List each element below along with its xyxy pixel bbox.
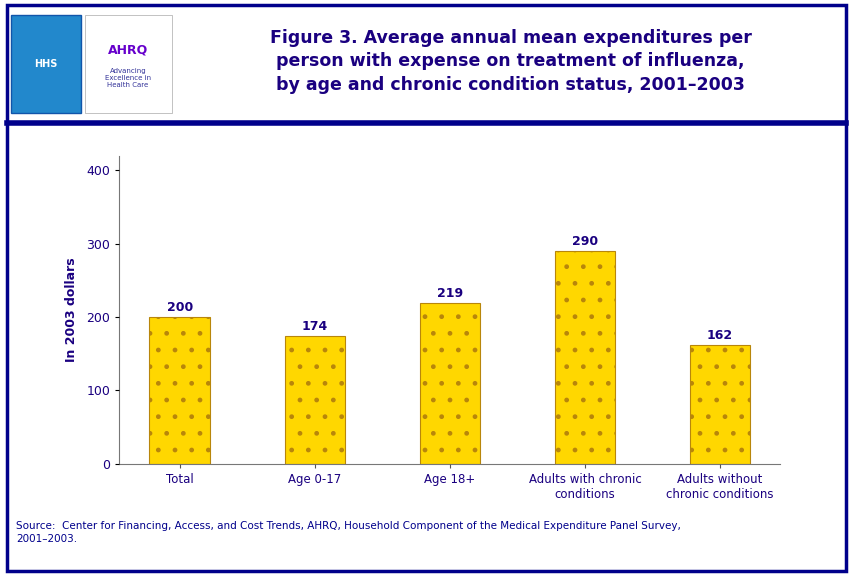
Y-axis label: In 2003 dollars: In 2003 dollars	[65, 257, 78, 362]
Text: 162: 162	[706, 329, 732, 342]
Text: 200: 200	[166, 301, 193, 314]
Text: AHRQ: AHRQ	[108, 43, 148, 56]
Bar	[149, 317, 210, 464]
Bar	[285, 336, 345, 464]
Text: Source:  Center for Financing, Access, and Cost Trends, AHRQ, Household Componen: Source: Center for Financing, Access, an…	[16, 521, 680, 544]
Text: 174: 174	[302, 320, 328, 333]
Text: HHS: HHS	[34, 59, 58, 69]
Bar	[554, 251, 614, 464]
Bar	[11, 14, 81, 113]
Bar	[84, 14, 171, 113]
Bar	[689, 345, 750, 464]
Text: Advancing
Excellence in
Health Care: Advancing Excellence in Health Care	[105, 67, 151, 88]
Text: 290: 290	[572, 235, 597, 248]
Text: Figure 3. Average annual mean expenditures per
person with expense on treatment : Figure 3. Average annual mean expenditur…	[269, 29, 751, 94]
Text: 219: 219	[436, 287, 463, 300]
Bar	[419, 303, 480, 464]
